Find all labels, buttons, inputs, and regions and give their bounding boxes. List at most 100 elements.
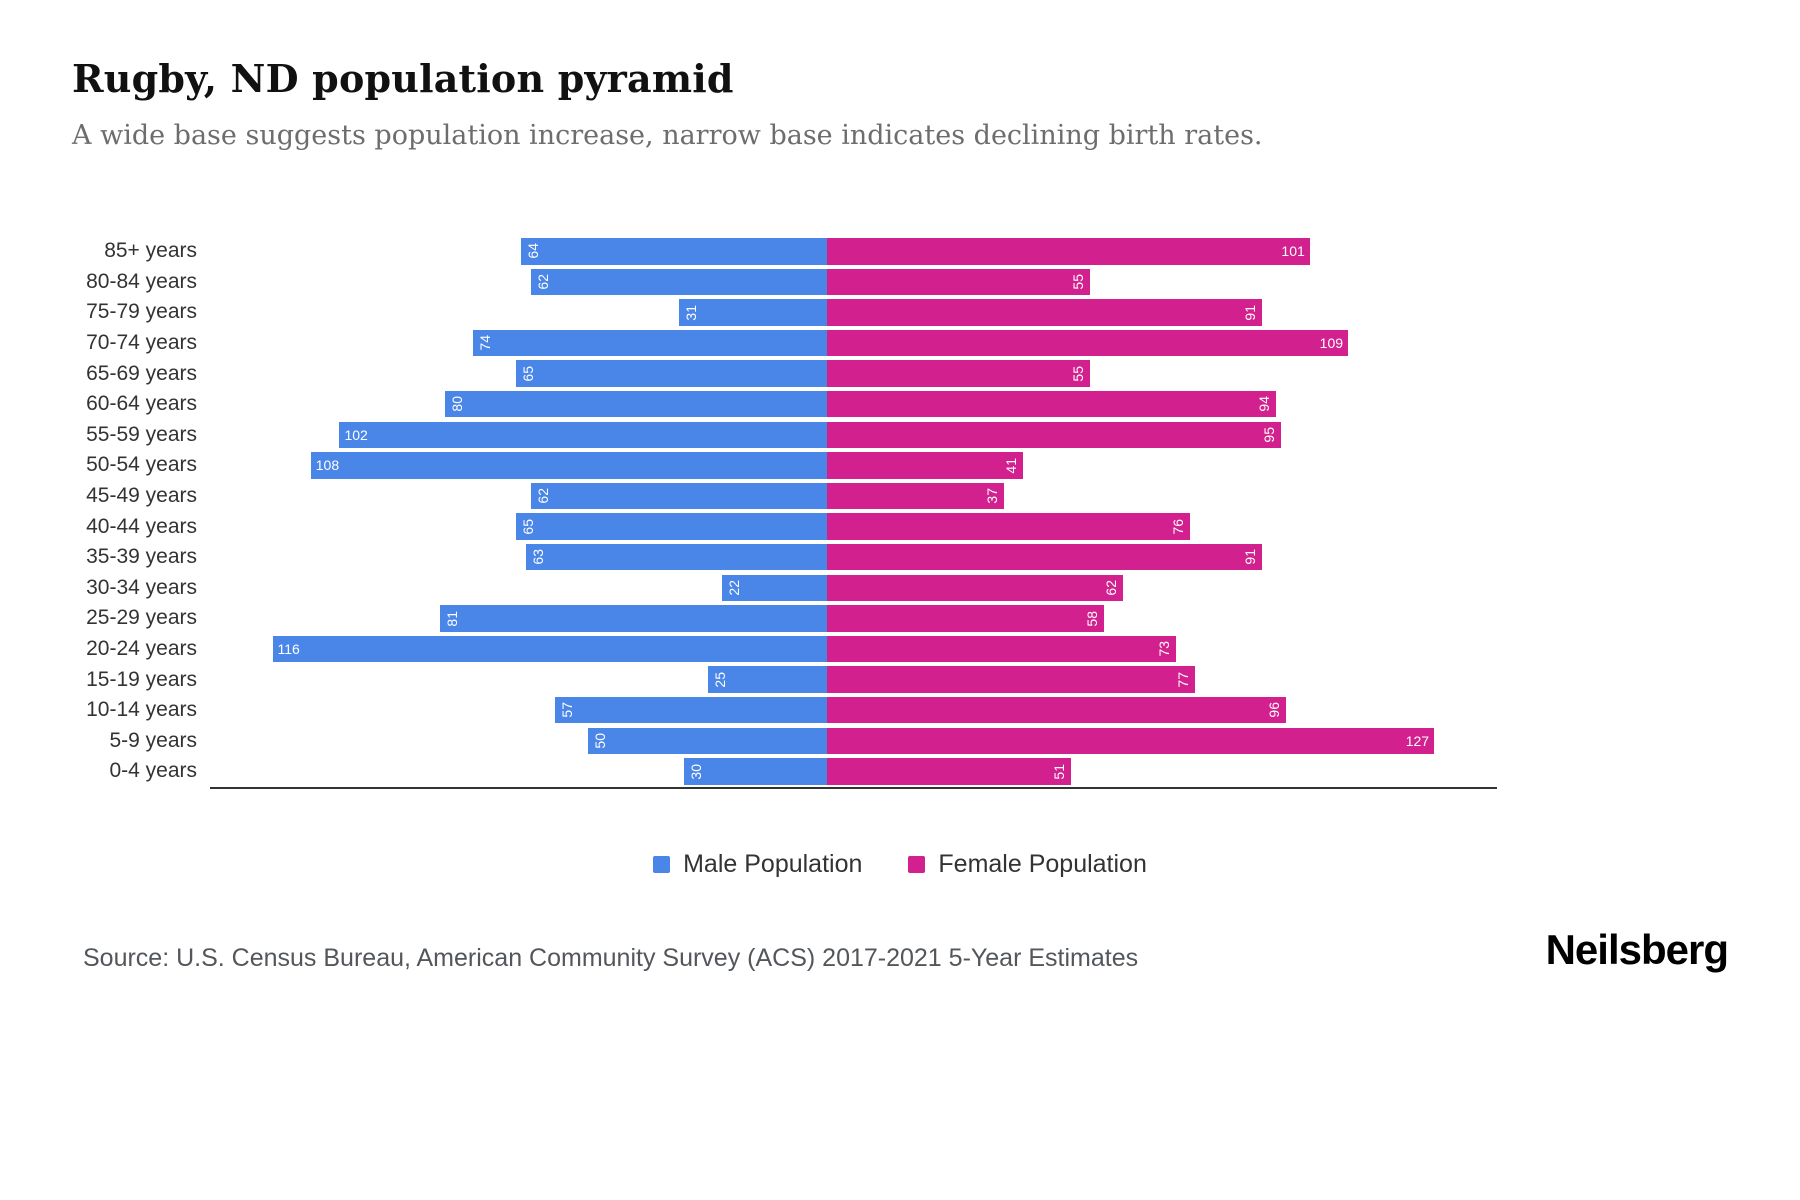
female-bar[interactable]: 77 [827,666,1196,693]
female-bar[interactable]: 96 [827,696,1286,724]
bar-value-label: 101 [1281,243,1305,260]
category-label: 65-69 years [86,361,197,385]
bar-value-label: 74 [477,335,494,351]
chart-row: 50-54 years 108 41 [70,450,1497,481]
chart-row: 25-29 years 81 58 [70,603,1497,634]
legend-label-female: Female Population [938,850,1147,878]
chart-row: 65-69 years 65 55 [70,358,1497,389]
female-bar[interactable]: 41 [827,452,1023,479]
male-bar[interactable]: 102 [339,421,827,449]
bar-area: 65 76 [210,511,1497,542]
bar-value-label: 73 [1155,641,1172,657]
bar-value-label: 94 [1256,396,1273,412]
male-bar[interactable]: 64 [521,238,827,265]
category-label: 25-29 years [86,606,197,630]
bar-value-label: 63 [529,549,546,565]
bar-area: 80 94 [210,389,1497,420]
male-bar[interactable]: 108 [310,452,827,479]
bar-value-label: 77 [1175,671,1192,688]
category-label: 40-44 years [86,514,197,538]
male-bar[interactable]: 25 [707,666,827,693]
chart-row: 55-59 years 102 95 [70,420,1497,451]
category-label: 30-34 years [86,575,197,599]
x-axis-line [210,786,1497,789]
male-bar[interactable]: 63 [525,543,827,571]
legend-item-male[interactable]: Male Population [653,850,862,879]
female-bar[interactable]: 109 [827,329,1349,357]
female-bar[interactable]: 55 [827,360,1090,387]
bar-area: 65 55 [210,358,1497,389]
bar-value-label: 37 [983,488,1000,504]
female-legend-swatch [908,856,926,873]
female-bar[interactable]: 58 [827,605,1105,632]
brand-logo: Neilsberg [1545,926,1729,973]
chart-title: Rugby, ND population pyramid [72,56,734,101]
female-bar[interactable]: 101 [827,238,1310,265]
bar-value-label: 95 [1261,427,1278,443]
female-bar[interactable]: 62 [827,574,1124,602]
male-bar[interactable]: 31 [678,299,827,326]
bar-value-label: 31 [682,304,699,321]
category-label: 55-59 years [86,422,197,446]
category-label: 85+ years [104,239,197,263]
female-bar[interactable]: 94 [827,390,1277,418]
female-bar[interactable]: 95 [827,421,1282,449]
male-bar[interactable]: 80 [444,390,827,418]
bar-value-label: 109 [1319,335,1344,352]
legend-item-female[interactable]: Female Population [908,850,1147,879]
male-bar[interactable]: 62 [530,482,827,510]
female-bar[interactable]: 73 [827,635,1176,663]
chart-row: 30-34 years 22 62 [70,573,1497,604]
bar-value-label: 62 [534,274,551,290]
male-bar[interactable]: 81 [439,605,827,632]
male-bar[interactable]: 74 [473,329,827,357]
male-bar[interactable]: 50 [588,727,827,754]
female-bar[interactable]: 37 [827,482,1004,510]
male-bar[interactable]: 65 [516,360,827,387]
bar-area: 63 91 [210,542,1497,573]
chart-row: 85+ years 64 101 [70,236,1497,267]
chart-row: 80-84 years 62 55 [70,267,1497,298]
bar-area: 57 96 [210,695,1497,726]
female-bar[interactable]: 91 [827,299,1262,326]
bar-value-label: 108 [315,457,340,474]
female-bar[interactable]: 55 [827,268,1090,296]
legend-label-male: Male Population [683,850,863,878]
bar-value-label: 64 [525,243,542,260]
bar-value-label: 81 [443,610,460,627]
category-label: 35-39 years [86,545,197,569]
male-bar[interactable]: 65 [516,513,827,540]
female-bar[interactable]: 51 [827,758,1071,785]
bar-value-label: 127 [1405,732,1430,749]
female-bar[interactable]: 76 [827,513,1191,540]
chart-row: 10-14 years 57 96 [70,695,1497,726]
legend: Male Population Female Population [0,850,1800,879]
bar-value-label: 58 [1084,610,1101,627]
chart-row: 15-19 years 25 77 [70,664,1497,695]
male-bar[interactable]: 30 [683,758,827,785]
chart-row: 20-24 years 116 73 [70,634,1497,665]
bar-value-label: 80 [448,396,465,412]
male-bar[interactable]: 116 [272,635,827,663]
bar-value-label: 62 [534,488,551,504]
chart-rows: 85+ years 64 101 80-84 years 62 55 75-79 years… [70,236,1497,787]
male-legend-swatch [653,856,671,873]
bar-area: 102 95 [210,420,1497,451]
female-bar[interactable]: 91 [827,543,1262,571]
male-bar[interactable]: 62 [530,268,827,296]
male-bar[interactable]: 57 [554,696,827,724]
bar-value-label: 50 [592,732,608,749]
bar-value-label: 91 [1241,304,1258,321]
bar-area: 74 109 [210,328,1497,359]
chart-row: 75-79 years 31 91 [70,297,1497,328]
male-bar[interactable]: 22 [721,574,827,602]
bar-value-label: 65 [520,365,537,382]
bar-value-label: 62 [1103,579,1120,596]
bar-area: 30 51 [210,756,1497,787]
category-label: 70-74 years [86,331,197,355]
bar-area: 108 41 [210,450,1497,481]
female-bar[interactable]: 127 [827,727,1435,754]
bar-value-label: 102 [344,426,368,443]
bar-value-label: 57 [558,702,575,718]
population-pyramid-chart: 85+ years 64 101 80-84 years 62 55 75-79 years… [70,236,1497,789]
